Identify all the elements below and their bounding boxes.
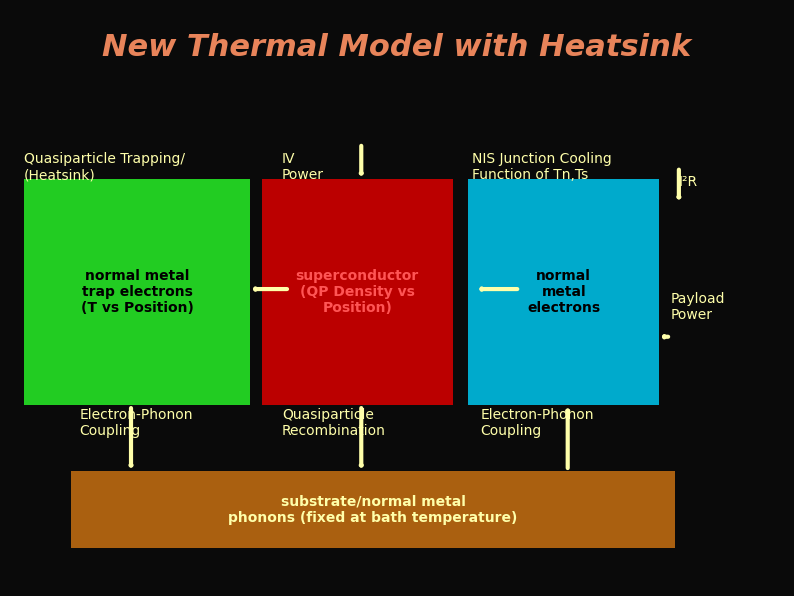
FancyBboxPatch shape <box>468 179 659 405</box>
Text: normal
metal
electrons: normal metal electrons <box>527 269 600 315</box>
Text: superconductor
(QP Density vs
Position): superconductor (QP Density vs Position) <box>295 269 419 315</box>
FancyBboxPatch shape <box>71 471 675 548</box>
Text: New Thermal Model with Heatsink: New Thermal Model with Heatsink <box>102 33 692 62</box>
Text: Payload
Power: Payload Power <box>671 292 726 322</box>
FancyBboxPatch shape <box>262 179 453 405</box>
Text: normal metal
trap electrons
(T vs Position): normal metal trap electrons (T vs Positi… <box>80 269 194 315</box>
Text: Quasiparticle Trapping/
(Heatsink): Quasiparticle Trapping/ (Heatsink) <box>24 152 185 182</box>
FancyBboxPatch shape <box>24 179 250 405</box>
Text: I²R: I²R <box>679 175 698 189</box>
Text: Electron-Phonon
Coupling: Electron-Phonon Coupling <box>79 408 193 439</box>
Text: Quasiparticle
Recombination: Quasiparticle Recombination <box>282 408 386 439</box>
Text: IV
Power: IV Power <box>282 152 324 182</box>
Text: NIS Junction Cooling
Function of Tn,Ts: NIS Junction Cooling Function of Tn,Ts <box>472 152 612 182</box>
Text: Electron-Phonon
Coupling: Electron-Phonon Coupling <box>480 408 594 439</box>
Text: substrate/normal metal
phonons (fixed at bath temperature): substrate/normal metal phonons (fixed at… <box>229 495 518 524</box>
